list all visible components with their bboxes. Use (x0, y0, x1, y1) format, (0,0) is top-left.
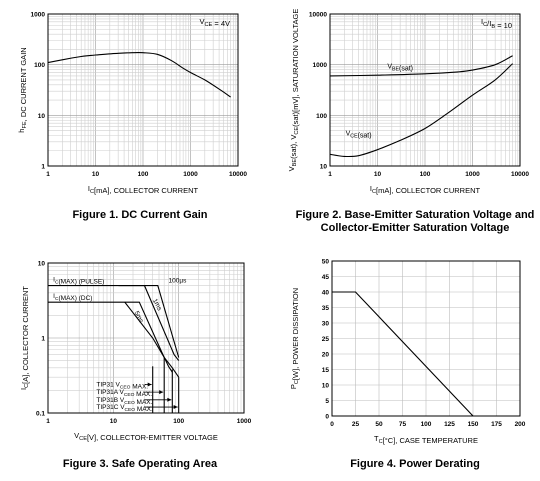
y-tick-label: 1 (41, 336, 45, 343)
annotation-vceo-1: TIP31A VCEO MAX. (96, 389, 152, 398)
x-tick-label: 75 (399, 421, 407, 428)
annotation-vceo-3: TIP31C VCEO MAX. (96, 404, 153, 413)
series-line-soa-2 (118, 285, 180, 361)
y-tick-label: 45 (322, 274, 330, 281)
vceo-arrow-head (167, 397, 172, 402)
y-tick-label: 10 (38, 113, 46, 120)
series-label-vce-sat: VCE(sat) (346, 130, 372, 139)
y-tick-label: 1000 (31, 12, 46, 19)
y-tick-label: 100 (34, 62, 45, 69)
y-tick-label: 0.1 (36, 411, 45, 418)
y-axis-label: IC[A], COLLECTOR CURRENT (19, 286, 30, 390)
x-tick-label: 25 (352, 421, 360, 428)
y-tick-label: 1000 (313, 62, 328, 69)
chart-dc-current-gain: 1 10 100 1000 10000 1 10 100 1000 IC[mA], COLLECT… (0, 0, 270, 240)
plot-frame (331, 260, 521, 417)
x-tick-label: 1 (328, 171, 332, 178)
series-line-hfe (47, 52, 231, 98)
annotation-vce: VCE = 4V (199, 17, 230, 28)
y-tick-label: 40 (322, 290, 330, 297)
x-tick-label: 10000 (511, 171, 529, 178)
y-tick-label: 10 (38, 261, 46, 268)
y-tick-label: 10 (322, 383, 330, 390)
y-tick-label: 0 (325, 414, 329, 421)
x-tick-label: 1000 (183, 171, 198, 178)
annotation-vceo-0: TIP31 VCEO MAX. (96, 381, 148, 390)
series-line-vbe-sat (329, 55, 513, 77)
plot-frame (329, 13, 521, 167)
series-line-vce-sat (329, 63, 513, 158)
series-line-soa-1 (140, 285, 180, 358)
chart-title: Figure 3. Safe Operating Area (62, 458, 218, 470)
y-tick-label: 30 (322, 321, 330, 328)
x-tick-label: 125 (444, 421, 455, 428)
y-tick-label: 25 (322, 336, 330, 343)
x-tick-label: 0 (330, 421, 334, 428)
x-tick-label: 150 (468, 421, 479, 428)
plot-frame (47, 262, 245, 414)
x-tick-label: 50 (375, 421, 383, 428)
grid (329, 14, 520, 167)
y-axis-label: VBE(sat), VCE(sat)[mV], SATURATION VOLTA… (287, 9, 300, 172)
x-tick-label: 10 (92, 171, 100, 178)
annotation-pulse: IC(MAX) (PULSE) (53, 277, 104, 286)
x-tick-label: 10 (110, 418, 118, 425)
x-axis-label: VCE[V], COLLECTOR-EMITTER VOLTAGE (74, 431, 218, 442)
y-tick-label: 35 (322, 305, 330, 312)
chart-power-derating: 0 25 50 75 100 125 150 175 200 0 5 10 15 20 25 30 35 40 45… (270, 245, 540, 481)
x-tick-label: 100 (138, 171, 149, 178)
annotation-ratio: IC/IB = 10 (481, 17, 512, 30)
vceo-arrow-head (173, 405, 178, 410)
y-tick-label: 10 (320, 164, 328, 171)
chart-saturation-voltage: 1 10 100 1000 10000 10 100 1000 10000 IC[mA], COL… (270, 0, 540, 240)
chart-power-derating-svg: 0 25 50 75 100 125 150 175 200 0 5 10 15 20 25 30 35 40 45… (289, 259, 526, 446)
y-tick-label: 10000 (309, 12, 327, 19)
chart-title: Figure 1. DC Current Gain (72, 209, 208, 221)
y-tick-label: 15 (322, 367, 330, 374)
x-tick-label: 200 (515, 421, 526, 428)
vceo-arrow-head (147, 382, 152, 387)
x-tick-label: 1 (46, 171, 50, 178)
chart-dc-current-gain-svg: 1 10 100 1000 10000 1 10 100 1000 IC[mA], COLLECT… (17, 12, 247, 196)
series-line-soa-4 (118, 301, 173, 373)
x-tick-label: 175 (491, 421, 502, 428)
series-line-derating (332, 291, 474, 417)
x-tick-label: 10 (374, 171, 382, 178)
x-tick-label: 100 (173, 418, 184, 425)
x-tick-label: 1 (46, 418, 50, 425)
annotation-dc: IC(MAX) (DC) (53, 293, 92, 302)
grid (331, 260, 521, 417)
y-tick-label: 100 (316, 113, 327, 120)
x-axis-label: IC[mA], COLLECTOR CURRENT (370, 184, 481, 195)
plot-frame (47, 13, 239, 167)
annotation-100us: 100µs (169, 278, 188, 285)
chart-title: Figure 2. Base-Emitter Saturation Voltag… (295, 209, 535, 234)
chart-safe-operating-area: 1 10 100 1000 0.1 1 10 VCE[V], COLLECTOR-EMITTE… (0, 245, 270, 481)
x-axis-label: TC[°C], CASE TEMPERATURE (374, 434, 478, 445)
x-tick-label: 100 (420, 171, 431, 178)
x-tick-label: 1000 (465, 171, 480, 178)
y-axis-label: PC[W], POWER DISSIPATION (289, 288, 300, 389)
series-label-vbe-sat: VBE(sat) (387, 64, 413, 73)
y-tick-label: 50 (322, 259, 330, 266)
chart-title: Figure 4. Power Derating (350, 458, 480, 470)
y-tick-label: 20 (322, 352, 330, 359)
x-tick-label: 100 (421, 421, 432, 428)
y-tick-label: 1 (41, 164, 45, 171)
grid (47, 14, 238, 167)
annotation-5ms: 5ms (133, 310, 145, 325)
y-tick-label: 5 (325, 398, 329, 405)
x-tick-label: 1000 (237, 418, 252, 425)
vceo-arrow-head (159, 390, 164, 395)
x-axis-label: IC[mA], COLLECTOR CURRENT (88, 184, 199, 195)
y-axis-label: hFE, DC CURRENT GAIN (17, 47, 28, 132)
x-tick-label: 10000 (229, 171, 247, 178)
annotation-vceo-2: TIP31B VCEO MAX. (96, 397, 152, 406)
